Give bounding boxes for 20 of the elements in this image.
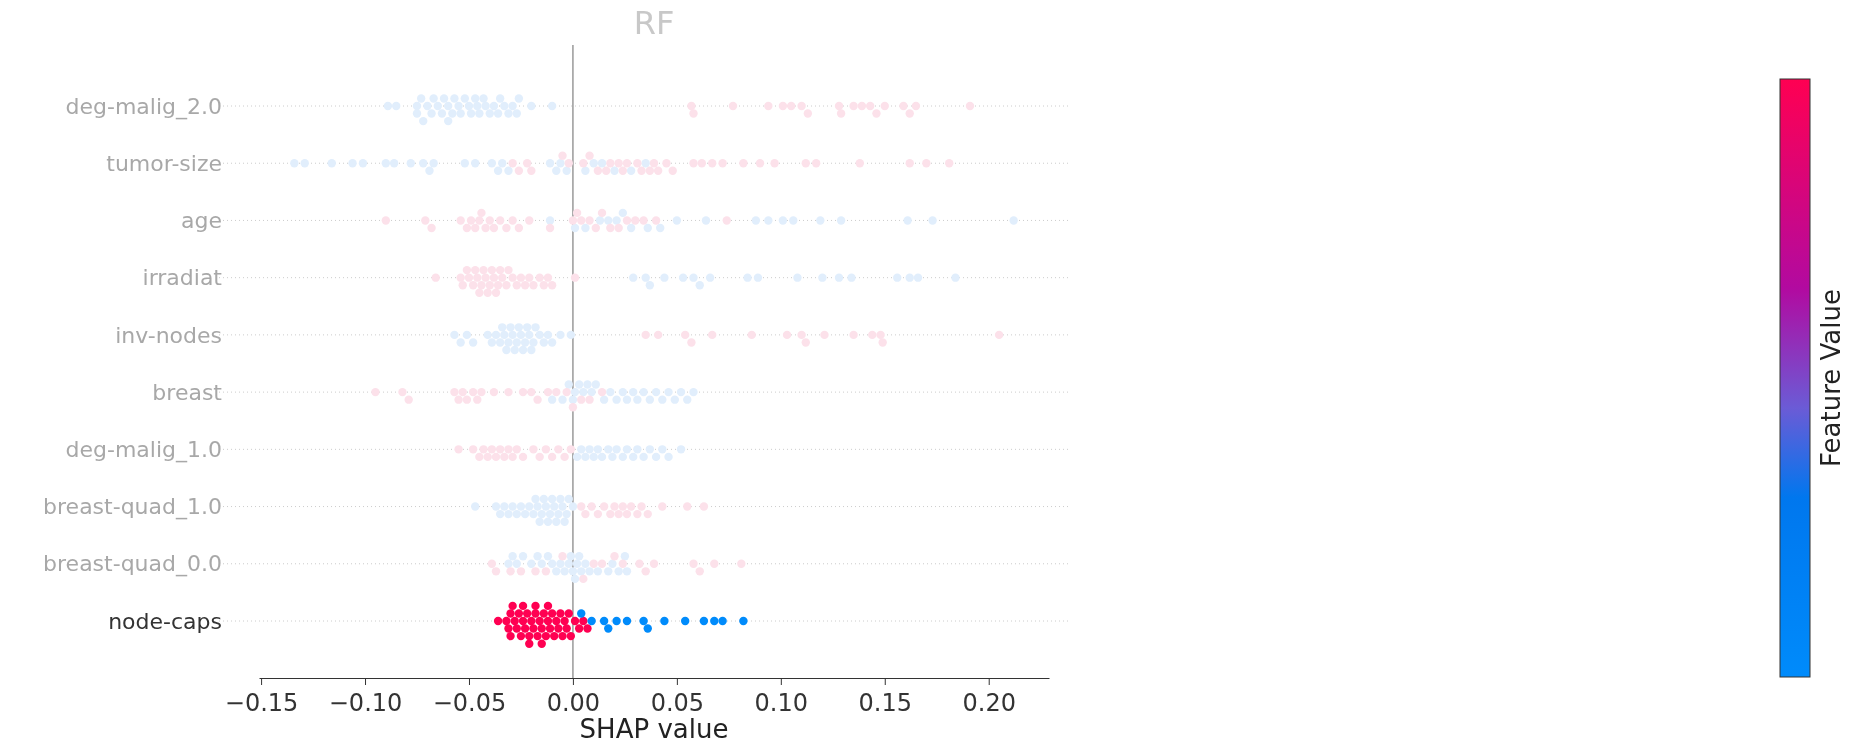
- x-tick-label: 0.05: [650, 689, 705, 717]
- x-tick-label: 0.00: [546, 689, 601, 717]
- y-tick-label: deg-malig_1.0: [65, 437, 222, 464]
- y-tick-label: deg-malig_2.0: [65, 93, 222, 120]
- y-tick-label: age: [181, 208, 222, 234]
- y-tick-label: irradiat: [142, 265, 223, 291]
- y-tick-label: node-caps: [108, 608, 222, 634]
- color-bar-title: Feature Value: [1816, 289, 1846, 467]
- y-tick-label: breast-quad_1.0: [43, 494, 222, 521]
- x-tick-label: −0.05: [432, 689, 507, 717]
- y-tick-label: breast: [152, 379, 223, 405]
- x-tick-label: 0.15: [858, 689, 912, 717]
- x-tick-label: −0.10: [328, 689, 403, 717]
- x-axis-title: SHAP value: [579, 714, 729, 744]
- x-tick-label: 0.20: [962, 689, 1016, 717]
- y-tick-label: tumor-size: [106, 150, 222, 176]
- y-tick-label: inv-nodes: [115, 322, 222, 348]
- x-tick-label: −0.15: [224, 689, 299, 717]
- x-tick-label: 0.10: [754, 689, 809, 717]
- y-tick-label: breast-quad_0.0: [43, 551, 222, 578]
